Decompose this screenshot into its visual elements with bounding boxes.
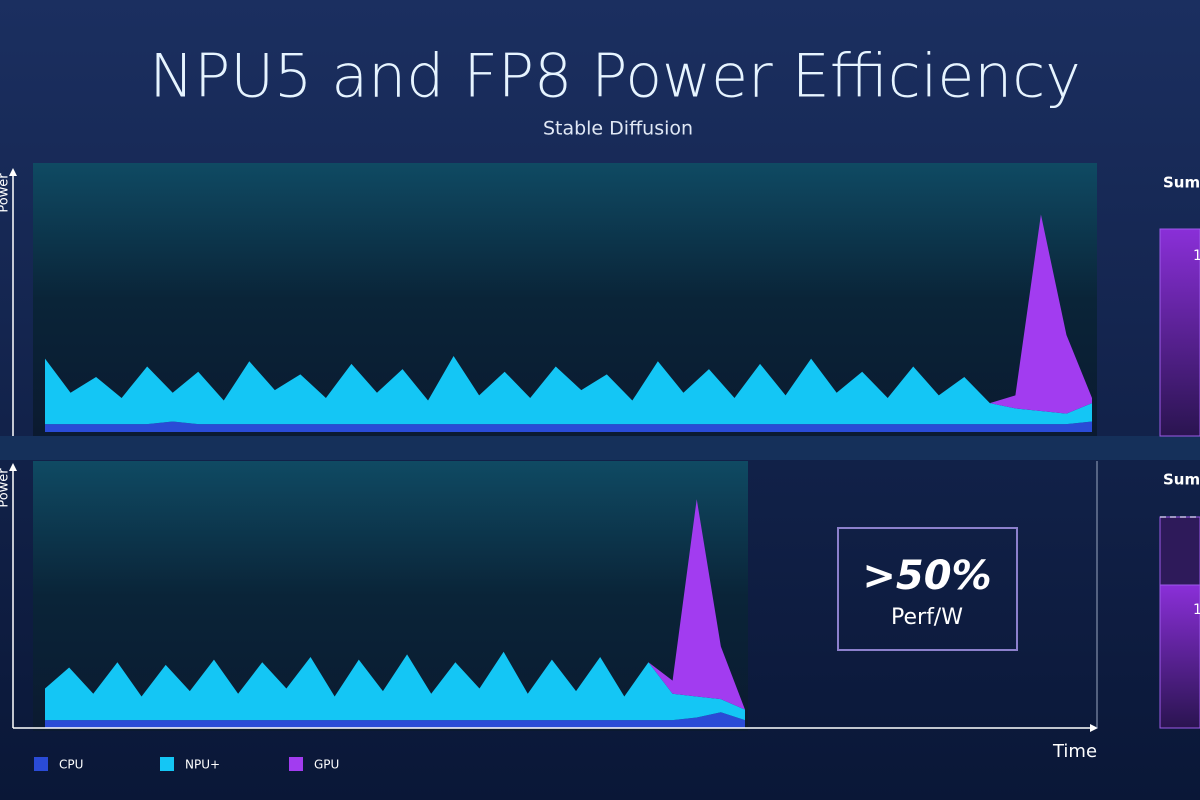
sum-label: Sum bbox=[1163, 174, 1200, 192]
area-1 bbox=[45, 356, 1092, 425]
annotation-headline: >50% bbox=[862, 553, 991, 599]
legend-label: NPU+ bbox=[185, 758, 220, 772]
area-2 bbox=[45, 499, 745, 710]
sum-bar-label: 1 bbox=[1193, 248, 1200, 264]
y-axis-arrow bbox=[9, 463, 17, 471]
legend-label: CPU bbox=[59, 758, 83, 772]
sum-label: Sum bbox=[1163, 471, 1200, 489]
y-axis-label: Power bbox=[0, 468, 12, 508]
sum-bar bbox=[1159, 584, 1200, 729]
separator-band bbox=[0, 436, 1200, 460]
legend-swatch bbox=[289, 757, 303, 771]
legend-label: GPU bbox=[314, 758, 339, 772]
area-1 bbox=[45, 651, 745, 721]
sum-bar-label: 1 bbox=[1193, 602, 1200, 618]
subtitle: Stable Diffusion bbox=[543, 118, 693, 140]
annotation-text: Perf/W bbox=[891, 605, 963, 630]
annotation-box bbox=[837, 527, 1018, 651]
title: NPU5 and FP8 Power Efficiency bbox=[149, 42, 1081, 112]
area-0 bbox=[45, 421, 1092, 432]
x-axis-label: Time bbox=[1052, 741, 1097, 762]
sum-bar bbox=[1159, 228, 1200, 437]
sum-bar bbox=[1159, 516, 1200, 586]
y-axis-label: Power bbox=[0, 173, 12, 213]
legend-swatch bbox=[160, 757, 174, 771]
legend-swatch bbox=[34, 757, 48, 771]
y-axis-arrow bbox=[9, 168, 17, 176]
x-axis-arrow bbox=[1090, 724, 1098, 732]
legend: CPU NPU+ GPU bbox=[34, 757, 339, 772]
